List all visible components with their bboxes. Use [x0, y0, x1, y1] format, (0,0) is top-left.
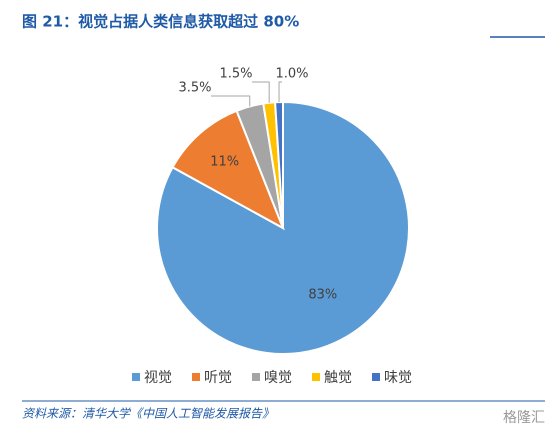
- pie-slice: [171, 109, 285, 231]
- legend-swatch: [372, 373, 380, 381]
- legend-swatch: [252, 373, 260, 381]
- data-label: 1.5%: [219, 67, 252, 82]
- legend-label: 触觉: [324, 370, 352, 386]
- data-label: 1.0%: [275, 67, 308, 82]
- data-label: 11%: [210, 154, 239, 169]
- leader-line: [278, 81, 282, 103]
- leader-line: [252, 81, 270, 103]
- watermark: 格隆汇: [503, 410, 545, 426]
- chart-title: 图 21：视觉占据人类信息获取超过 80%: [22, 13, 299, 31]
- legend-swatch: [132, 373, 140, 381]
- legend-label: 味觉: [384, 370, 412, 386]
- data-label: 83%: [308, 288, 337, 303]
- legend-swatch: [312, 373, 320, 381]
- legend-swatch: [192, 373, 200, 381]
- legend-label: 视觉: [144, 370, 172, 386]
- legend-label: 听觉: [204, 370, 232, 386]
- legend-label: 嗅觉: [264, 370, 292, 386]
- source: 资料来源：清华大学《中国人工智能发展报告》: [22, 407, 274, 421]
- pie-slice: [274, 100, 284, 229]
- data-label: 3.5%: [178, 81, 211, 96]
- leader-line: [211, 95, 251, 107]
